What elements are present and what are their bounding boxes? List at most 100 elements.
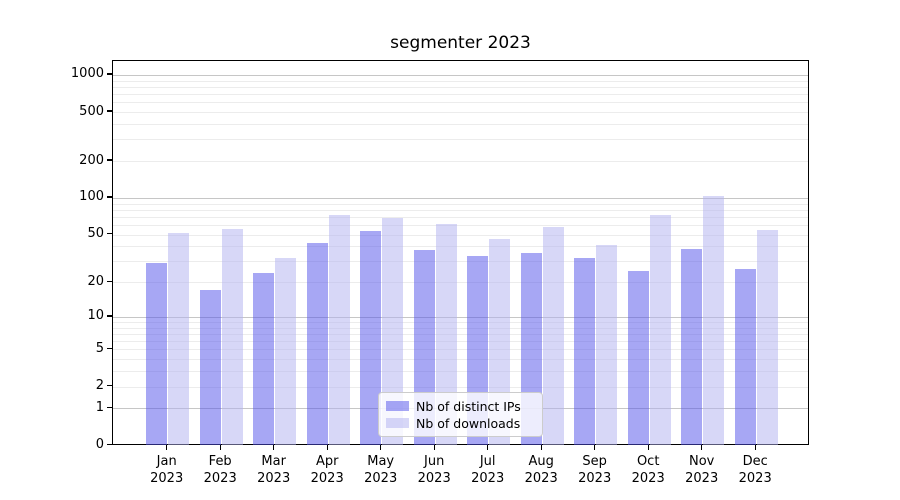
x-tick-month: Mar <box>261 454 286 469</box>
bar-downloads-jan <box>168 232 190 445</box>
chart-title: segmenter 2023 <box>390 33 531 53</box>
x-tick-label-feb: Feb 2023 <box>190 453 250 487</box>
bar-distinct-ips-mar <box>253 272 275 445</box>
bar-downloads-nov <box>703 196 725 445</box>
y-tick-label: 2 <box>95 378 104 394</box>
minor-gridline <box>113 371 808 373</box>
y-tick-label: 0 <box>95 437 104 452</box>
bar-distinct-ips-oct <box>627 270 649 445</box>
legend-swatch-distinct-ips <box>386 401 409 411</box>
minor-gridline <box>113 246 808 248</box>
x-tick-mark <box>166 445 168 450</box>
bar-downloads-may <box>382 217 404 445</box>
x-tick-label-may: May 2023 <box>351 453 411 487</box>
x-tick-label-oct: Oct 2023 <box>618 453 678 487</box>
minor-gridline <box>113 225 808 226</box>
y-tick-label: 1000 <box>70 66 104 82</box>
bar-downloads-apr <box>328 215 350 445</box>
x-tick-mark <box>326 445 328 450</box>
bar-distinct-ips-may <box>360 230 382 445</box>
x-tick-mark <box>273 445 275 450</box>
minor-gridline <box>113 102 808 104</box>
minor-gridline <box>113 216 808 218</box>
x-tick-month: Aug <box>528 454 554 469</box>
bar-downloads-dec <box>756 229 778 445</box>
minor-gridline <box>113 282 808 284</box>
minor-gridline <box>113 333 808 335</box>
x-tick-month: Jan <box>156 454 177 469</box>
legend-label: Nb of distinct IPs <box>416 398 521 414</box>
y-tick-mark <box>107 110 112 112</box>
x-tick-label-nov: Nov 2023 <box>672 453 732 487</box>
bar-distinct-ips-apr <box>306 242 328 445</box>
y-tick-label: 50 <box>87 226 104 242</box>
x-tick-mark <box>594 445 596 450</box>
x-tick-month: Jul <box>479 454 496 469</box>
minor-gridline <box>113 327 808 329</box>
y-tick-mark <box>107 73 112 75</box>
major-gridline <box>113 197 808 199</box>
legend: Nb of distinct IPs Nb of downloads <box>378 392 543 437</box>
x-tick-month: May <box>367 454 395 469</box>
y-tick-mark <box>107 232 112 235</box>
y-tick-label: 5 <box>95 340 104 356</box>
y-tick-mark <box>107 443 112 446</box>
major-gridline <box>113 74 808 76</box>
x-tick-mark <box>380 445 382 450</box>
y-tick-label: 100 <box>79 189 104 205</box>
minor-gridline <box>113 80 808 82</box>
y-tick-mark <box>107 406 112 408</box>
y-tick-label: 10 <box>87 308 104 324</box>
x-tick-label-sep: Sep 2023 <box>565 453 625 487</box>
x-tick-year: 2023 <box>631 471 665 486</box>
x-tick-month: Oct <box>636 454 660 469</box>
bar-distinct-ips-sep <box>574 257 596 445</box>
x-tick-label-apr: Apr 2023 <box>297 453 357 487</box>
bar-downloads-feb <box>221 228 243 445</box>
x-tick-month: Feb <box>208 454 232 469</box>
bar-downloads-mar <box>275 257 297 445</box>
legend-label: Nb of downloads <box>416 415 521 431</box>
x-tick-month: Jun <box>424 454 445 469</box>
bar-downloads-oct <box>649 215 671 445</box>
x-tick-year: 2023 <box>310 471 344 486</box>
x-tick-label-jul: Jul 2023 <box>458 453 518 487</box>
x-tick-month: Sep <box>582 454 607 469</box>
y-tick-mark <box>107 384 112 387</box>
x-tick-mark <box>433 445 435 450</box>
bar-distinct-ips-feb <box>199 290 221 445</box>
minor-gridline <box>113 322 808 323</box>
minor-gridline <box>113 94 808 96</box>
x-tick-mark <box>487 445 489 450</box>
minor-gridline <box>113 161 808 163</box>
x-tick-year: 2023 <box>203 471 237 486</box>
legend-swatch-downloads <box>386 418 409 428</box>
x-tick-year: 2023 <box>685 471 719 486</box>
y-tick-mark <box>107 159 112 161</box>
legend-row-distinct-ips: Nb of distinct IPs <box>386 398 534 414</box>
y-tick-mark <box>107 347 112 350</box>
y-tick-label: 1 <box>95 399 104 415</box>
bar-distinct-ips-dec <box>734 268 756 445</box>
x-tick-mark <box>701 445 703 450</box>
y-tick-label: 20 <box>87 273 104 289</box>
y-tick-mark <box>107 196 112 198</box>
minor-gridline <box>113 86 808 88</box>
x-tick-label-jan: Jan 2023 <box>137 453 197 487</box>
minor-gridline <box>113 386 808 388</box>
x-tick-label-aug: Aug 2023 <box>511 453 571 487</box>
x-tick-mark <box>219 445 221 450</box>
y-tick-label: 500 <box>79 103 104 119</box>
bar-downloads-aug <box>542 226 564 445</box>
x-tick-year: 2023 <box>257 471 291 486</box>
x-tick-month: Dec <box>742 454 768 469</box>
minor-gridline <box>113 124 808 125</box>
minor-gridline <box>113 139 808 141</box>
x-tick-year: 2023 <box>417 471 451 486</box>
minor-gridline <box>113 349 808 351</box>
bar-distinct-ips-nov <box>681 249 703 445</box>
x-tick-month: Apr <box>315 454 339 469</box>
bar-downloads-jun <box>435 224 457 445</box>
minor-gridline <box>113 112 808 114</box>
